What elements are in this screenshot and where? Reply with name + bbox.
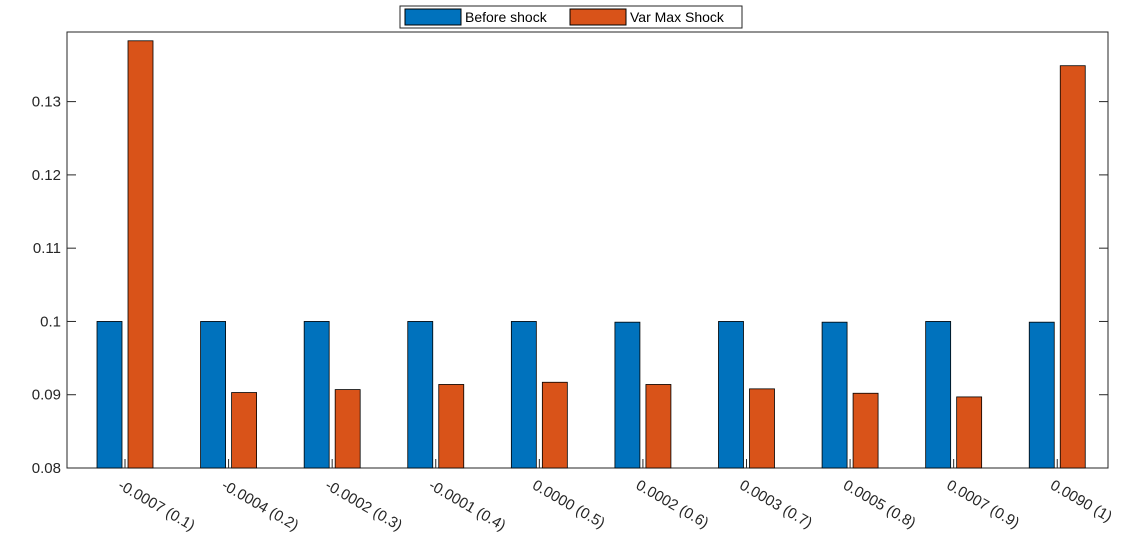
x-tick-label: 0.0000 (0.5) xyxy=(529,477,608,532)
x-tick-label: -0.0007 (0.1) xyxy=(115,477,198,535)
bar-before-shock xyxy=(718,321,744,469)
x-tick-label: 0.0007 (0.9) xyxy=(944,477,1023,532)
x-tick-label: -0.0001 (0.4) xyxy=(426,477,509,535)
legend-label-var-max-shock: Var Max Shock xyxy=(630,9,725,25)
legend-label-before-shock: Before shock xyxy=(465,9,548,25)
x-tick-label: -0.0002 (0.3) xyxy=(322,477,405,535)
bar-var-max-shock xyxy=(749,388,775,469)
bar-var-max-shock xyxy=(852,392,879,469)
bar-before-shock xyxy=(1028,321,1055,469)
x-tick-label: 0.0003 (0.7) xyxy=(736,477,815,532)
legend-swatch-before-shock xyxy=(404,8,462,26)
bar-var-max-shock xyxy=(334,389,361,469)
bar-before-shock xyxy=(200,321,226,469)
bar-before-shock xyxy=(510,321,537,469)
bar-var-max-shock xyxy=(541,381,568,469)
bar-before-shock xyxy=(303,321,330,469)
bar-var-max-shock xyxy=(1059,65,1086,469)
bars xyxy=(96,40,1086,469)
legend: Before shock Var Max Shock xyxy=(399,5,743,29)
bar-before-shock xyxy=(925,321,952,469)
bar-var-max-shock xyxy=(645,384,672,469)
y-tick-label: 0.12 xyxy=(32,167,61,184)
y-tick-label: 0.11 xyxy=(33,240,61,257)
x-tick-label: 0.0005 (0.8) xyxy=(840,477,919,532)
x-tick-label: -0.0004 (0.2) xyxy=(219,477,302,535)
y-tick-label: 0.08 xyxy=(32,460,61,477)
bar-before-shock xyxy=(407,321,434,469)
y-tick-label: 0.09 xyxy=(32,387,61,404)
y-tick-label: 0.13 xyxy=(32,94,61,111)
y-axis: 0.08 0.09 0.1 0.11 0.12 0.13 xyxy=(32,94,1108,477)
bar-before-shock xyxy=(821,321,848,469)
bar-var-max-shock xyxy=(956,396,983,469)
bar-var-max-shock xyxy=(438,384,465,469)
x-tick-label: 0.0002 (0.6) xyxy=(633,477,712,532)
bar-var-max-shock xyxy=(127,40,154,469)
x-tick-label: 0.0090 (1) xyxy=(1047,477,1115,526)
y-tick-label: 0.1 xyxy=(40,313,61,330)
legend-swatch-var-max-shock xyxy=(569,8,627,26)
bar-var-max-shock xyxy=(231,392,257,469)
bar-before-shock xyxy=(96,321,123,469)
x-axis: -0.0007 (0.1) -0.0004 (0.2) -0.0002 (0.3) -… xyxy=(115,459,1115,534)
bar-before-shock xyxy=(614,321,641,469)
